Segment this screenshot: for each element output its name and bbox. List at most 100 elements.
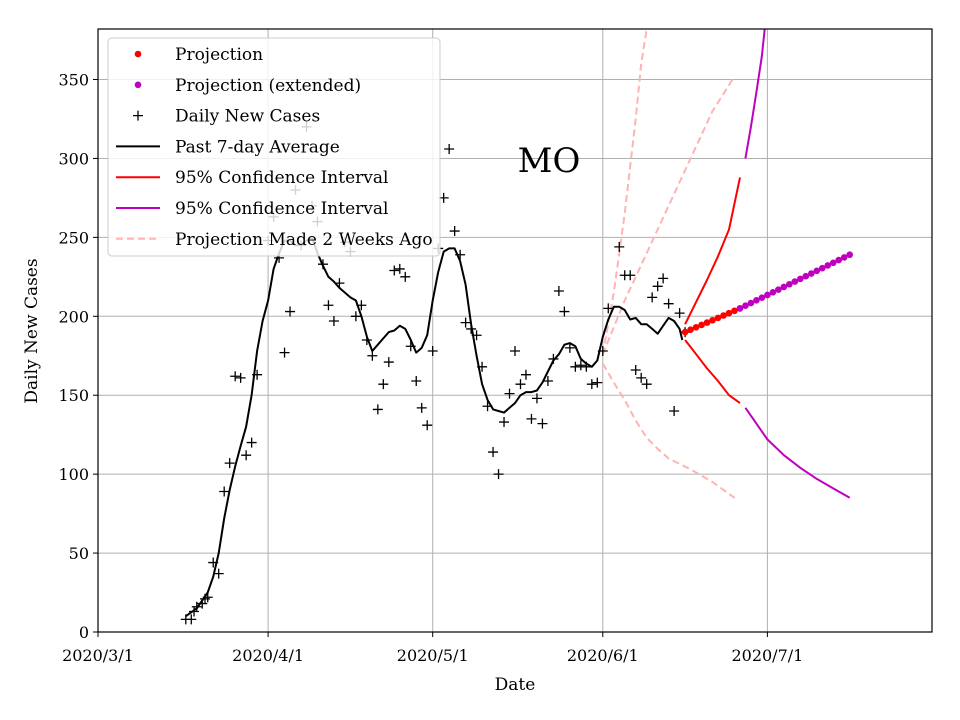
daily-case-point [427,346,438,357]
legend-label-old: Projection Made 2 Weeks Ago [175,230,433,250]
daily-case-point [663,298,674,309]
daily-case-point [488,447,499,458]
projection-extended-point [786,280,793,288]
x-tick-label: 2020/5/1 [397,646,469,665]
legend-box [107,37,441,257]
y-tick-label: 100 [58,465,89,484]
daily-case-point [504,388,515,399]
projection-extended-point [807,270,815,277]
daily-case-point [317,259,328,270]
daily-case-point [224,458,235,469]
x-axis-title: Date [495,675,536,695]
daily-case-point [586,379,597,390]
ci-lower-line [684,339,741,404]
daily-case-point [553,286,564,297]
daily-case-point [230,371,241,382]
projection-extended-point [780,283,788,291]
projection-extended-point [753,297,760,304]
daily-case-point [658,273,669,284]
projection-point [709,316,716,324]
daily-case-point [383,357,394,368]
projection-extended-point [818,264,826,272]
daily-case-point [334,278,345,289]
daily-case-point [647,292,658,303]
projection-extended-point [829,259,837,267]
daily-case-point [449,226,460,237]
daily-case-point [405,341,416,352]
legend-marker-projection_ext [134,81,142,89]
projection-extended-point [736,305,744,312]
daily-case-point [378,379,389,390]
daily-case-point [652,281,663,292]
y-tick-label: 0 [79,623,89,642]
projection-extended-point [835,256,843,264]
projection-extended-point [747,299,755,307]
plot-frame [97,28,933,633]
projection-point [692,324,700,331]
projection-extended-point [769,288,777,296]
projection-point [725,309,733,317]
daily-case-point [625,270,636,281]
projection-extended-point [775,286,782,293]
daily-case-point [482,401,493,412]
daily-case-point [411,376,422,387]
projection-extended-point [802,272,810,280]
daily-case-point [614,241,625,252]
daily-case-point [674,308,685,319]
daily-case-point [455,249,466,260]
old-projection-upper-line [601,29,648,355]
daily-case-point [542,376,553,387]
x-tick-label: 2020/7/1 [731,646,803,665]
daily-case-point [603,303,614,314]
daily-case-point [279,347,290,358]
projection-extended-point [846,251,853,259]
daily-case-point [186,614,197,625]
daily-case-point [581,361,592,372]
legend-label-ci_ext: 95% Confidence Interval [175,199,388,219]
daily-case-point [422,420,433,431]
legend-label-projection_ext: Projection (extended) [175,76,361,96]
daily-case-point [416,402,427,413]
daily-case-point [252,369,263,380]
daily-case-point [323,300,334,311]
daily-case-point [669,406,680,417]
daily-case-point [285,306,296,317]
daily-case-point [372,404,383,415]
ci-extended-lower-line [744,407,851,499]
projection-extended-point [840,254,848,261]
daily-case-point [367,350,378,361]
old-projection-lower-line [601,363,736,499]
old-projection-mid-line [601,75,736,355]
daily-case-point [191,601,202,612]
daily-case-point [630,364,641,375]
y-tick-label: 300 [58,149,89,168]
projection-point [681,328,689,336]
y-axis-title: Daily New Cases [22,258,42,403]
x-tick-label: 2020/4/1 [232,646,304,665]
y-tick-label: 50 [69,544,89,563]
legend-label-projection: Projection [175,45,263,65]
daily-case-point [575,360,586,371]
daily-case-point [564,342,575,353]
daily-case-point [636,372,647,383]
projection-extended-point [758,294,766,301]
y-tick-label: 200 [58,307,89,326]
daily-case-point [444,143,455,154]
daily-case-point [350,311,361,322]
projection-extended-point [742,302,749,310]
daily-case-point [361,334,372,345]
daily-case-point [460,317,471,328]
daily-case-point [389,265,400,276]
daily-case-point [510,346,520,357]
daily-case-point [493,469,504,480]
daily-case-point [213,568,224,579]
daily-case-point [219,486,230,497]
x-tick-label: 2020/6/1 [567,646,639,665]
daily-case-point [241,450,252,461]
daily-case-point [400,271,411,282]
ci-extended-upper-line [744,29,766,159]
legend: Projection Projection (extended) Daily New… [107,37,441,257]
daily-case-point [531,393,542,404]
x-tick-label: 2020/3/1 [62,646,134,665]
daily-case-point [394,263,405,274]
